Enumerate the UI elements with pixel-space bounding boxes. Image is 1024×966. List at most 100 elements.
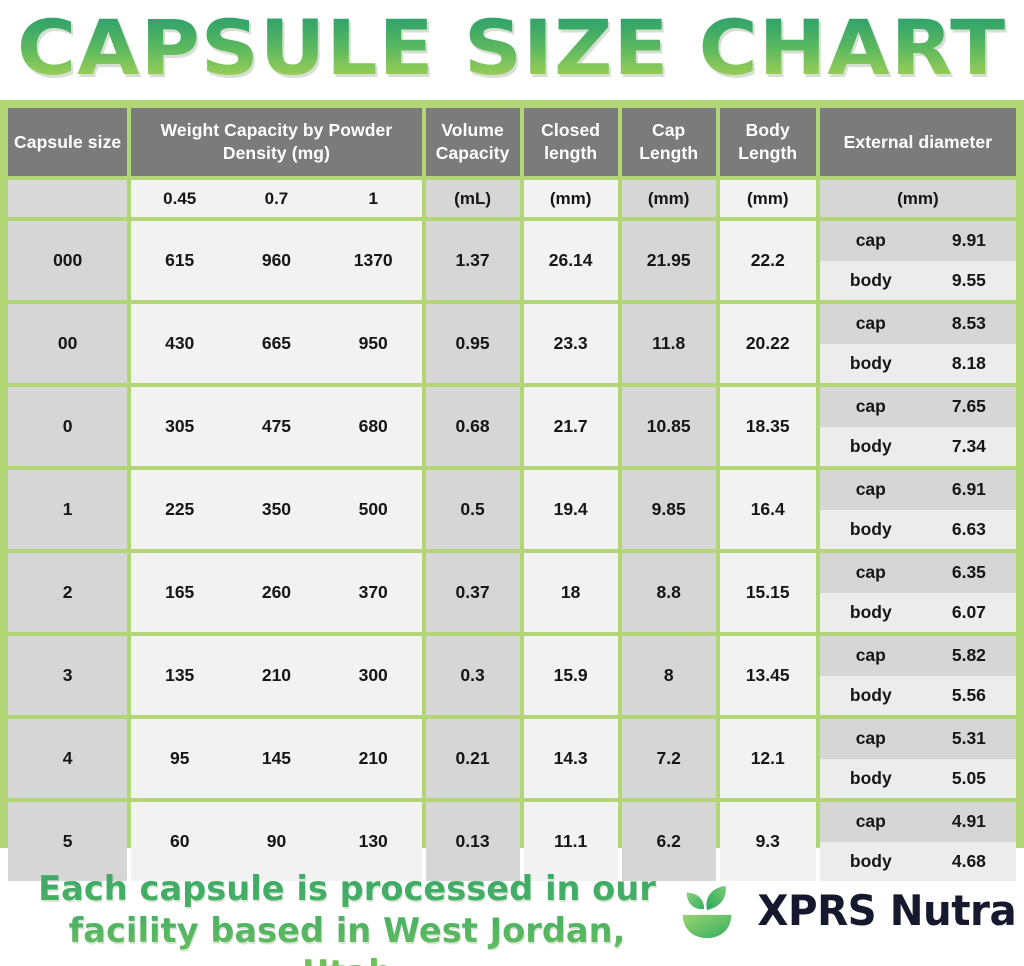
label-cap: cap — [855, 313, 886, 334]
cell-weight-07: 90 — [266, 831, 287, 851]
cell-cap-length: 8.8 — [621, 553, 716, 632]
cell-capsule-size: 5 — [8, 802, 128, 881]
table-row: 3 135 210 300 0.3 15.9 8 13.45 cap 5.82 body 5.56 — [8, 636, 1016, 715]
cell-weight-07: 145 — [261, 748, 292, 768]
label-body: body — [849, 269, 892, 290]
capsule-size-table-container: Capsule size Weight Capacity by Powder D… — [0, 100, 1024, 881]
value-ext-body: 7.34 — [951, 435, 986, 456]
external-diameter-cap-line: cap 6.35 — [819, 553, 1016, 593]
cell-cap-length: 11.8 — [621, 304, 716, 383]
cell-volume-capacity: 0.5 — [425, 470, 520, 549]
external-diameter-cap-line: cap 5.82 — [819, 636, 1016, 676]
external-diameter-body-line: body 6.07 — [819, 592, 1016, 632]
label-cap: cap — [855, 479, 886, 500]
unit-body-length: (mm) — [719, 180, 816, 217]
cell-body-length: 20.22 — [719, 304, 816, 383]
brand-lockup: XPRS Nutra — [678, 876, 1022, 946]
label-cap: cap — [855, 811, 886, 832]
cell-weight-1: 1370 — [353, 250, 393, 270]
cell-capsule-size: 3 — [8, 636, 128, 715]
cell-weight-capacity: 165 260 370 — [131, 553, 422, 632]
label-body: body — [849, 352, 892, 373]
label-cap: cap — [855, 396, 886, 417]
value-ext-body: 5.05 — [951, 767, 986, 788]
column-header-body-length: Body Length — [719, 108, 816, 176]
value-ext-cap: 4.91 — [951, 811, 986, 832]
unit-external-diameter: (mm) — [819, 180, 1016, 217]
value-ext-body: 4.68 — [951, 850, 986, 871]
table-row: 4 95 145 210 0.21 14.3 7.2 12.1 cap 5.31 body 5.05 — [8, 719, 1016, 798]
external-diameter-cap-line: cap 4.91 — [819, 802, 1016, 842]
value-ext-cap: 6.91 — [951, 479, 986, 500]
cell-weight-045: 430 — [165, 333, 195, 353]
cell-weight-07: 350 — [261, 499, 292, 519]
footer-bar: Each capsule is processed in our facilit… — [0, 854, 1024, 966]
cell-capsule-size: 1 — [8, 470, 128, 549]
cell-cap-length: 7.2 — [621, 719, 716, 798]
cell-weight-045: 615 — [165, 250, 195, 270]
cell-weight-capacity: 615 960 1370 — [131, 221, 422, 300]
value-ext-body: 9.55 — [951, 269, 986, 290]
table-row: 5 60 90 130 0.13 11.1 6.2 9.3 cap 4.91 body 4.68 — [8, 802, 1016, 881]
unit-density-07: 0.7 — [264, 188, 289, 208]
cell-weight-045: 95 — [169, 748, 190, 768]
cell-weight-1: 950 — [358, 333, 388, 353]
cell-weight-capacity: 95 145 210 — [131, 719, 422, 798]
cell-volume-capacity: 0.68 — [425, 387, 520, 466]
cell-external-diameter: cap 6.35 body 6.07 — [819, 553, 1016, 632]
table-row: 2 165 260 370 0.37 18 8.8 15.15 cap 6.35 body 6.07 — [8, 553, 1016, 632]
cell-weight-045: 305 — [165, 416, 195, 436]
unit-density-1: 1 — [368, 188, 378, 208]
external-diameter-body-line: body 8.18 — [819, 343, 1016, 383]
cell-cap-length: 10.85 — [621, 387, 716, 466]
label-body: body — [849, 850, 892, 871]
value-ext-body: 8.18 — [951, 352, 986, 373]
cell-closed-length: 19.4 — [523, 470, 618, 549]
cell-weight-capacity: 225 350 500 — [131, 470, 422, 549]
unit-volume: (mL) — [425, 180, 520, 217]
cell-external-diameter: cap 8.53 body 8.18 — [819, 304, 1016, 383]
cell-volume-capacity: 0.3 — [425, 636, 520, 715]
cell-capsule-size: 2 — [8, 553, 128, 632]
cell-capsule-size: 00 — [8, 304, 128, 383]
cell-body-length: 22.2 — [719, 221, 816, 300]
cell-cap-length: 21.95 — [621, 221, 716, 300]
external-diameter-cap-line: cap 6.91 — [819, 470, 1016, 510]
cell-weight-1: 300 — [358, 665, 388, 685]
cell-weight-capacity: 305 475 680 — [131, 387, 422, 466]
column-header-closed-length: Closed length — [523, 108, 618, 176]
label-body: body — [849, 435, 892, 456]
unit-weight-densities: 0.45 0.7 1 — [131, 180, 422, 217]
cell-external-diameter: cap 5.31 body 5.05 — [819, 719, 1016, 798]
capsule-size-table: Capsule size Weight Capacity by Powder D… — [4, 104, 1020, 885]
cell-cap-length: 6.2 — [621, 802, 716, 881]
cell-volume-capacity: 1.37 — [425, 221, 520, 300]
title-banner: CAPSULE SIZE CHART — [0, 0, 1024, 96]
cell-external-diameter: cap 6.91 body 6.63 — [819, 470, 1016, 549]
label-body: body — [849, 601, 892, 622]
cell-weight-capacity: 430 665 950 — [131, 304, 422, 383]
cell-weight-045: 225 — [165, 499, 195, 519]
unit-cap-length: (mm) — [621, 180, 716, 217]
column-header-volume-capacity: Volume Capacity — [425, 108, 520, 176]
value-ext-cap: 5.31 — [951, 728, 986, 749]
footer-tagline: Each capsule is processed in our facilit… — [25, 868, 669, 966]
cell-weight-07: 665 — [261, 333, 292, 353]
table-body: 000 615 960 1370 1.37 26.14 21.95 22.2 cap 9.91 bo… — [8, 221, 1016, 881]
cell-weight-1: 130 — [358, 831, 388, 851]
label-body: body — [849, 767, 892, 788]
cell-cap-length: 9.85 — [621, 470, 716, 549]
value-ext-cap: 8.53 — [951, 313, 986, 334]
label-cap: cap — [855, 645, 886, 666]
label-body: body — [849, 518, 892, 539]
cell-cap-length: 8 — [621, 636, 716, 715]
unit-density-045: 0.45 — [163, 188, 197, 208]
external-diameter-body-line: body 9.55 — [819, 260, 1016, 300]
cell-closed-length: 15.9 — [523, 636, 618, 715]
column-header-cap-length: Cap Length — [621, 108, 716, 176]
cell-weight-07: 260 — [261, 582, 292, 602]
unit-closed-length: (mm) — [523, 180, 618, 217]
cell-closed-length: 18 — [523, 553, 618, 632]
label-body: body — [849, 684, 892, 705]
table-row: 0 305 475 680 0.68 21.7 10.85 18.35 cap 7.65 body 7… — [8, 387, 1016, 466]
